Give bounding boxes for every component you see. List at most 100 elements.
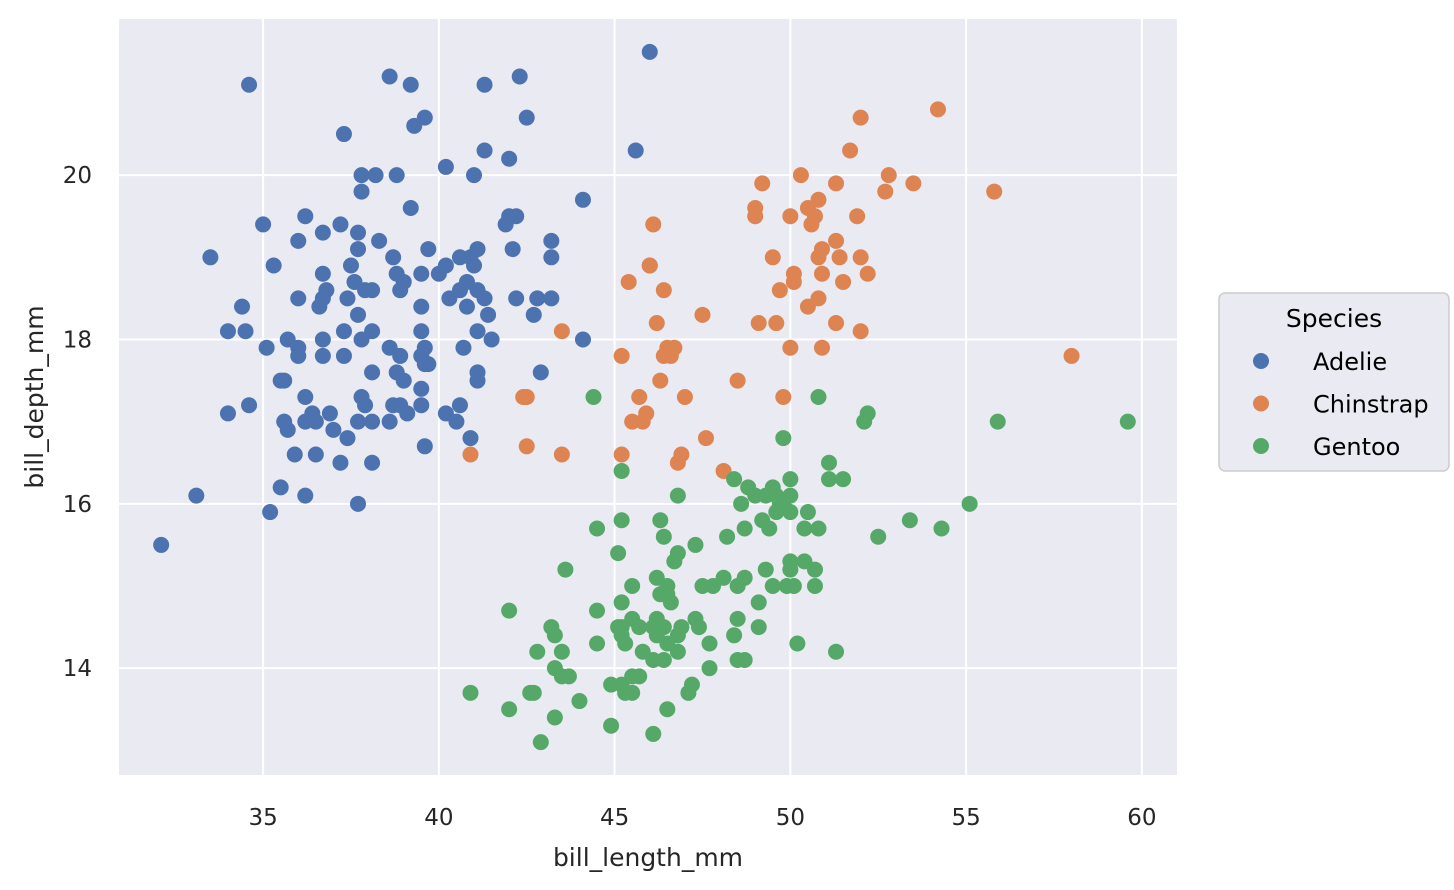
data-point [455,339,472,356]
data-point [364,364,381,381]
data-point [705,578,722,594]
data-point [905,175,922,192]
x-tick-label: 35 [248,805,277,831]
data-point [603,676,620,693]
data-point [852,323,869,340]
data-point [413,397,430,414]
data-point [652,372,669,389]
data-point [821,471,838,488]
data-point [237,323,254,340]
data-point [529,290,546,307]
data-point [778,578,795,594]
data-point [803,216,820,233]
data-point [311,298,328,315]
legend-marker [1253,395,1269,412]
data-point [153,536,170,553]
data-point [262,504,279,521]
data-point [624,684,641,701]
data-point [553,446,570,463]
data-point [532,364,549,381]
data-point [796,520,813,537]
data-point [381,413,398,430]
data-point [771,282,788,299]
data-point [476,76,493,93]
y-tick-label: 14 [63,656,92,682]
data-point [219,323,236,340]
data-point [585,389,602,405]
data-point [314,265,331,282]
data-point [785,273,802,290]
data-point [806,561,823,578]
data-point [560,668,577,685]
data-point [754,512,771,529]
data-point [624,578,641,594]
data-point [462,430,479,447]
data-point [342,257,359,274]
data-point [929,101,946,118]
data-point [416,438,433,455]
data-point [852,109,869,126]
data-point [350,413,367,430]
data-point [297,208,314,225]
data-point [852,249,869,266]
data-point [290,290,307,307]
data-point [335,323,352,340]
data-point [613,446,630,463]
data-point [518,389,535,405]
x-tick-label: 40 [424,805,453,831]
data-point [821,454,838,471]
data-point [617,635,634,652]
data-point [613,462,630,479]
data-point [501,150,518,167]
data-point [364,282,381,299]
data-points [153,43,1136,751]
data-point [849,208,866,225]
data-point [255,216,272,233]
data-point [571,693,588,710]
data-point [828,315,845,332]
data-point [933,520,950,537]
y-axis-label: bill_depth_mm [20,305,49,488]
data-point [279,421,296,438]
data-point [782,504,799,521]
data-point [589,602,606,619]
y-axis-ticks: 14 16 18 20 [63,163,92,682]
data-point [395,372,412,389]
data-point [462,446,479,463]
data-point [620,273,637,290]
x-tick-label: 60 [1127,805,1156,831]
data-point [719,528,736,545]
data-point [789,635,806,652]
data-point [364,454,381,471]
data-point [497,216,514,233]
data-point [859,265,876,282]
data-point [701,660,718,677]
data-point [469,372,486,389]
data-point [353,167,370,184]
data-point [286,446,303,463]
series-gentoo [462,389,1136,751]
data-point [690,619,707,636]
data-point [880,167,897,184]
data-point [430,265,447,282]
data-point [385,249,402,266]
data-point [543,619,560,636]
data-point [729,578,746,594]
data-point [666,553,683,570]
legend-box [1218,292,1450,472]
data-point [768,315,785,332]
data-point [782,208,799,225]
data-point [501,701,518,718]
y-tick-label: 16 [63,492,92,518]
data-point [258,339,275,356]
data-point [441,290,458,307]
data-point [402,200,419,216]
data-point [350,224,367,241]
data-point [353,183,370,200]
data-point [986,183,1003,200]
legend-label: Chinstrap [1313,391,1429,419]
data-point [406,117,423,134]
data-point [736,651,753,668]
data-point [314,331,331,348]
legend-label: Gentoo [1313,433,1400,461]
